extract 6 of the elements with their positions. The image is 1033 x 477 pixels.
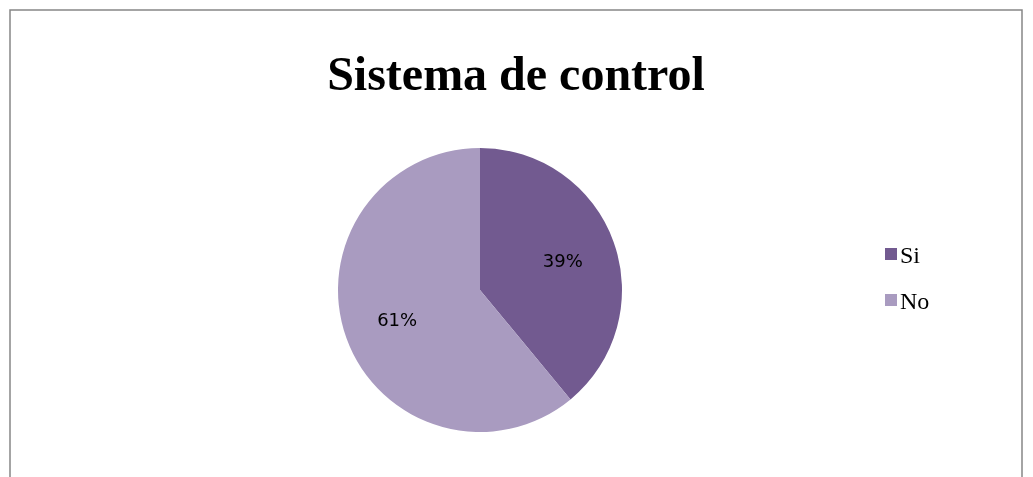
data-label: 39%	[542, 249, 583, 271]
legend-label: Si	[900, 242, 921, 268]
legend-label: No	[900, 288, 930, 314]
chart-title: Sistema de control	[327, 47, 705, 100]
data-label: 61%	[377, 309, 418, 331]
pie-slice	[480, 148, 622, 400]
